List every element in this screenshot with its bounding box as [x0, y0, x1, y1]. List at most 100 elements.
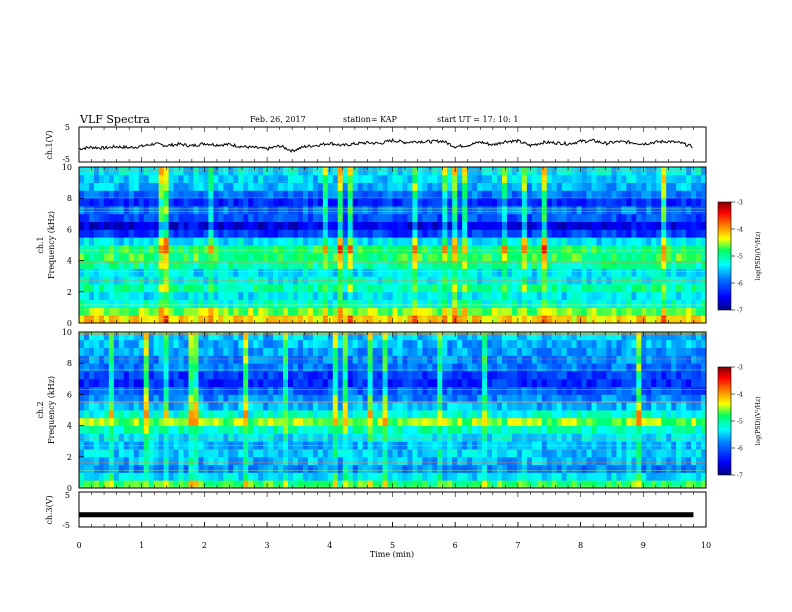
spectrogram-cell	[193, 315, 199, 324]
spectrogram-cell	[437, 174, 443, 183]
spectrogram-cell	[372, 229, 378, 238]
spectrogram-cell	[576, 355, 582, 364]
spectrogram-cell	[307, 472, 314, 481]
spectrogram-cell	[367, 363, 373, 372]
spectrogram-cell	[213, 167, 219, 176]
spectrogram-cell	[596, 464, 602, 473]
spectrogram-cell	[198, 456, 204, 465]
spectrogram-cell	[477, 167, 483, 176]
spectrogram-cell	[302, 472, 309, 481]
spectrogram-cell	[407, 386, 413, 395]
spectrogram-cell	[163, 260, 169, 269]
spectrogram-cell	[516, 472, 523, 481]
spectrogram-cell	[686, 441, 692, 450]
spectrogram-cell	[263, 363, 269, 372]
spectrogram-cell	[521, 229, 528, 238]
spectrogram-cell	[243, 394, 249, 403]
spectrogram-cell	[288, 291, 294, 300]
spectrogram-cell	[686, 167, 692, 176]
spectrogram-cell	[258, 276, 264, 285]
spectrogram-cell	[258, 480, 264, 489]
spectrogram-cell	[596, 245, 602, 254]
spectrogram-cell	[487, 315, 493, 324]
spectrogram-cell	[681, 371, 687, 380]
spectrogram-cell	[79, 260, 85, 269]
spectrogram-cell	[591, 402, 597, 411]
spectrogram-cell	[352, 363, 359, 372]
spectrogram-cell	[258, 363, 264, 372]
spectrogram-cell	[243, 456, 249, 465]
spectrogram-cell	[337, 245, 344, 254]
spectrogram-cell	[417, 425, 423, 434]
spectrogram-cell	[586, 441, 592, 450]
spectrogram-cell	[238, 206, 244, 215]
spectrogram-cell	[397, 363, 403, 372]
spectrogram-cell	[541, 417, 548, 426]
spectrogram-cell	[556, 363, 563, 372]
spectrogram-cell	[417, 182, 423, 191]
spectrogram-cell	[278, 284, 284, 293]
spectrogram-cell	[357, 268, 364, 277]
spectrogram-cell	[581, 456, 587, 465]
spectrogram-cell	[178, 315, 184, 324]
spectrogram-cell	[641, 198, 647, 207]
spectrogram-cell	[317, 394, 324, 403]
spectrogram-cell	[208, 355, 214, 364]
spectrogram-cell	[646, 284, 652, 293]
spectrogram-cell	[178, 268, 184, 277]
spectrogram-cell	[163, 464, 169, 473]
spectrogram-cell	[382, 417, 388, 426]
spectrogram-cell	[511, 402, 518, 411]
spectrogram-cell	[487, 276, 493, 285]
spectrogram-cell	[437, 363, 443, 372]
spectrogram-cell	[263, 456, 269, 465]
spectrogram-cell	[477, 190, 483, 199]
spectrogram-cell	[347, 291, 354, 300]
spectrogram-cell	[253, 213, 259, 222]
spectrogram-cell	[327, 252, 334, 261]
spectrogram-cell	[183, 291, 189, 300]
spectrogram-cell	[482, 433, 488, 442]
spectrogram-cell	[452, 291, 458, 300]
spectrogram-cell	[467, 433, 473, 442]
spectrogram-cell	[482, 284, 488, 293]
spectrogram-cell	[372, 425, 378, 434]
spectrogram-cell	[123, 386, 130, 395]
spectrogram-cell	[681, 190, 687, 199]
spectrogram-cell	[422, 237, 428, 246]
spectrogram-cell	[367, 237, 373, 246]
spectrogram-cell	[347, 213, 354, 222]
spectrogram-cell	[233, 355, 239, 364]
spectrogram-cell	[581, 464, 587, 473]
spectrogram-cell	[546, 472, 553, 481]
spectrogram-cell	[681, 417, 687, 426]
spectrogram-cell	[387, 229, 393, 238]
spectrogram-cell	[228, 190, 234, 199]
spectrogram-cell	[288, 355, 294, 364]
spectrogram-cell	[427, 307, 433, 316]
spectrogram-cell	[561, 386, 568, 395]
spectrogram-cell	[317, 291, 324, 300]
spectrogram-cell	[332, 433, 339, 442]
spectrogram-cell	[347, 402, 354, 411]
spectrogram-cell	[442, 480, 448, 489]
spectrogram-cell	[701, 245, 707, 254]
spectrogram-cell	[492, 206, 498, 215]
spectrogram-cell	[671, 229, 677, 238]
spectrogram-cell	[452, 394, 458, 403]
spectrogram-cell	[526, 355, 533, 364]
spectrogram-cell	[203, 307, 209, 316]
spectrogram-cell	[297, 449, 304, 458]
spectrogram-cell	[213, 480, 219, 489]
spectrogram-cell	[377, 441, 383, 450]
spectrogram-cell	[253, 332, 259, 341]
spectrogram-cell	[596, 378, 602, 387]
spectrogram-cell	[591, 410, 597, 419]
spectrogram-cell	[586, 472, 592, 481]
spectrogram-cell	[158, 441, 164, 450]
spectrogram-cell	[581, 315, 587, 324]
spectrogram-cell	[586, 315, 592, 324]
spectrogram-cell	[482, 268, 488, 277]
spectrogram-cell	[591, 198, 597, 207]
spectrogram-cell	[586, 402, 592, 411]
